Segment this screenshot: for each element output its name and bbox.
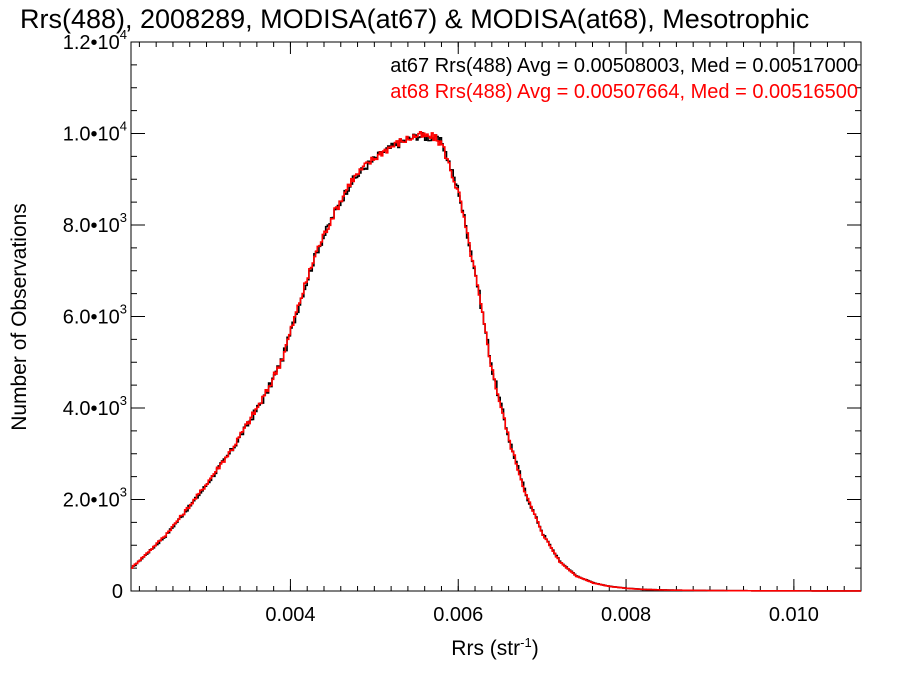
x-axis-label-suffix: ) — [532, 637, 539, 660]
y-tick-exponent: 3 — [120, 302, 127, 317]
y-tick-mantissa: 2.0•10 — [63, 490, 120, 512]
x-tick-label: 0.004 — [265, 604, 315, 626]
y-axis-label: Number of Observations — [8, 203, 31, 431]
y-tick-exponent: 3 — [120, 210, 127, 225]
y-tick-mantissa: 4.0•10 — [63, 398, 120, 420]
x-axis-label-sup: -1 — [520, 635, 532, 650]
x-tick-label: 0.008 — [601, 604, 651, 626]
x-axis-label-main: Rrs (str — [451, 637, 520, 660]
y-tick-label: 2.0•103 — [63, 485, 127, 512]
y-tick-label: 8.0•103 — [63, 210, 127, 237]
y-tick-mantissa: 6.0•10 — [63, 307, 120, 329]
legend-entry-2: at68 Rrs(488) Avg = 0.00507664, Med = 0.… — [390, 81, 858, 103]
plot-area: 0.004 0.006 0.008 0.01002.0•1034.0•1036.0•1… — [63, 27, 862, 626]
y-tick-exponent: 4 — [120, 27, 127, 42]
y-tick-label: 1.0•104 — [63, 119, 127, 146]
x-axis-label: Rrs (str-1) — [451, 635, 538, 660]
plot-frame — [130, 41, 862, 592]
series-line-2 — [131, 131, 861, 592]
y-tick-exponent: 3 — [120, 393, 127, 408]
y-tick-mantissa: 1.2•10 — [63, 32, 120, 54]
chart-title: Rrs(488), 2008289, MODISA(at67) & MODISA… — [20, 4, 809, 34]
series-line-1 — [131, 132, 861, 592]
y-tick-label: 6.0•103 — [63, 302, 127, 329]
legend-entry-1: at67 Rrs(488) Avg = 0.00508003, Med = 0.… — [390, 55, 858, 77]
x-tick-label: 0.010 — [769, 604, 819, 626]
y-tick-mantissa: 1.0•10 — [63, 124, 120, 146]
y-tick-label: 0 — [112, 581, 123, 603]
x-tick-label: 0.006 — [433, 604, 483, 626]
y-tick-exponent: 3 — [120, 485, 127, 500]
y-tick-label: 1.2•104 — [63, 27, 127, 54]
y-tick-exponent: 4 — [120, 119, 127, 134]
y-tick-mantissa: 8.0•10 — [63, 215, 120, 237]
y-tick-label: 4.0•103 — [63, 393, 127, 420]
